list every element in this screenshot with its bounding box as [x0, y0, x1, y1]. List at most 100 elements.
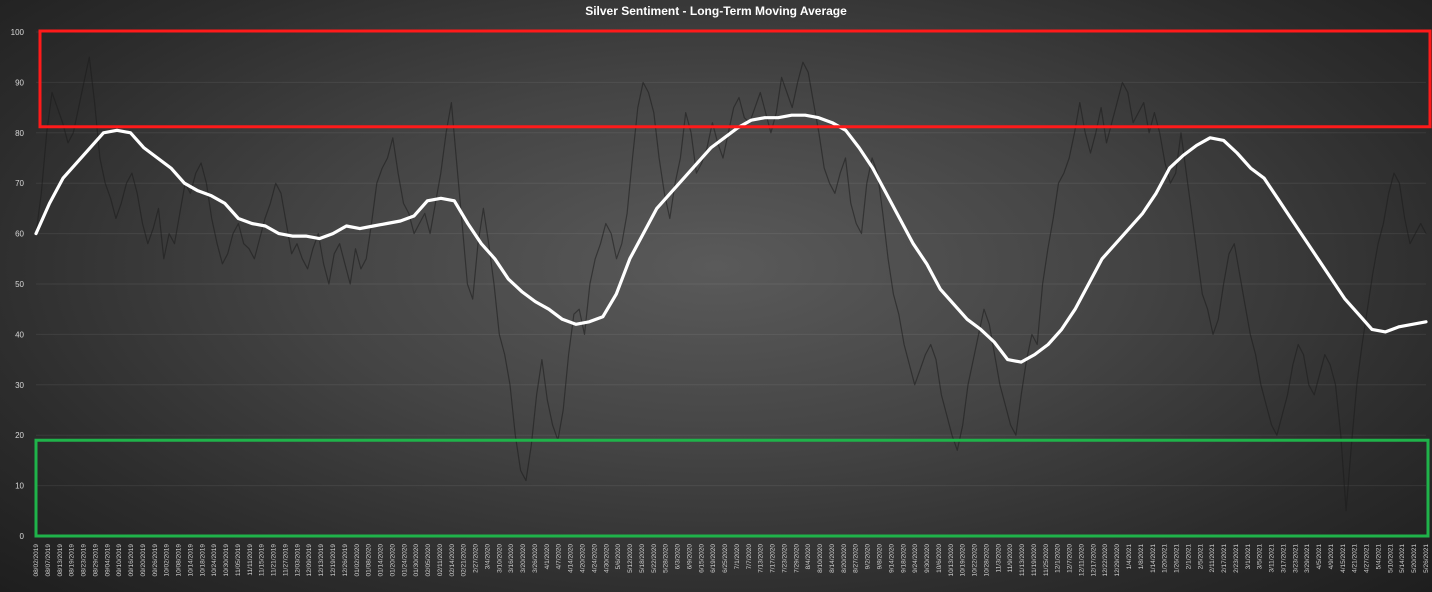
chart-title: Silver Sentiment - Long-Term Moving Aver…: [585, 4, 847, 18]
x-tick-label: 9/14/2020: [888, 544, 895, 573]
y-tick-label: 60: [15, 230, 24, 239]
x-tick-label: 5/18/2020: [639, 544, 646, 573]
x-tick-label: 12/22/2020: [1102, 544, 1109, 577]
x-tick-label: 3/11/2021: [1269, 544, 1276, 573]
x-tick-label: 1/20/2021: [1162, 544, 1169, 573]
x-tick-label: 6/15/2020: [698, 544, 705, 573]
x-tick-label: 7/7/2020: [746, 544, 753, 570]
x-tick-label: 10/18/2019: [199, 544, 206, 577]
x-tick-label: 11/25/2020: [1043, 544, 1050, 576]
x-tick-label: 01/24/2020: [401, 544, 408, 577]
x-tick-label: 09/16/2019: [128, 544, 135, 577]
x-tick-label: 08/23/2019: [81, 544, 88, 577]
x-tick-label: 4/14/2020: [568, 544, 575, 573]
x-tick-label: 6/9/2020: [686, 544, 693, 570]
x-tick-label: 10/13/2020: [948, 544, 955, 577]
x-tick-label: 10/6/2020: [936, 544, 943, 573]
x-tick-label: 8/10/2020: [817, 544, 824, 573]
x-tick-label: 2/17/2021: [1221, 544, 1228, 573]
x-tick-label: 3/23/2021: [1292, 544, 1299, 573]
x-tick-label: 01/02/2020: [354, 544, 361, 577]
x-tick-label: 2/27/2020: [473, 544, 480, 573]
x-tick-label: 7/13/2020: [758, 544, 765, 573]
x-tick-label: 8/14/2020: [829, 544, 836, 573]
x-tick-label: 5/20/2021: [1411, 544, 1418, 573]
x-tick-label: 01/14/2020: [378, 544, 385, 577]
x-tick-label: 1/14/2021: [1150, 544, 1157, 573]
x-tick-label: 08/02/2019: [33, 544, 40, 577]
x-tick-label: 8/4/2020: [805, 544, 812, 570]
x-tick-label: 09/26/2019: [152, 544, 159, 577]
x-tick-label: 4/15/2021: [1340, 544, 1347, 573]
x-tick-label: 1/8/2021: [1138, 544, 1145, 570]
x-tick-label: 10/28/2020: [983, 544, 990, 577]
x-tick-label: 5/12/2020: [627, 544, 634, 573]
x-tick-label: 3/20/2020: [520, 544, 527, 573]
x-tick-label: 10/19/2020: [960, 544, 967, 577]
y-tick-label: 0: [20, 532, 25, 541]
x-tick-label: 4/1/2020: [544, 544, 551, 570]
x-tick-label: 6/19/2020: [710, 544, 717, 573]
x-tick-label: 12/26/2019: [342, 544, 349, 577]
x-tick-label: 5/4/2021: [1375, 544, 1382, 570]
x-tick-label: 09/04/2019: [104, 544, 111, 577]
x-tick-label: 9/8/2020: [877, 544, 884, 570]
x-tick-label: 5/14/2021: [1399, 544, 1406, 573]
x-tick-label: 4/30/2020: [603, 544, 610, 573]
x-tick-label: 5/6/2020: [615, 544, 622, 570]
x-tick-label: 7/17/2020: [770, 544, 777, 573]
x-tick-label: 8/27/2020: [853, 544, 860, 573]
x-tick-label: 02/21/2020: [461, 544, 468, 577]
x-tick-label: 11/11/2019: [247, 544, 254, 576]
x-tick-label: 9/2/2020: [865, 544, 872, 570]
x-tick-label: 4/20/2020: [579, 544, 586, 573]
x-tick-label: 3/4/2020: [484, 544, 491, 570]
upper-extreme-zone: [38, 29, 1432, 129]
x-tick-label: 10/22/2020: [972, 544, 979, 577]
x-tick-label: 1/4/2021: [1126, 544, 1133, 570]
x-tick-label: 10/08/2019: [176, 544, 183, 577]
y-tick-label: 80: [15, 129, 24, 138]
x-tick-label: 8/20/2020: [841, 544, 848, 573]
x-tick-label: 5/22/2020: [651, 544, 658, 573]
x-tick-label: 01/30/2020: [413, 544, 420, 577]
y-tick-label: 90: [15, 78, 24, 87]
x-tick-label: 12/13/2019: [318, 544, 325, 577]
x-tick-label: 11/3/2020: [995, 544, 1002, 573]
x-tick-label: 3/17/2021: [1280, 544, 1287, 573]
x-tick-label: 2/1/2021: [1185, 544, 1192, 570]
x-tick-label: 08/13/2019: [57, 544, 64, 577]
x-tick-label: 3/5/2021: [1257, 544, 1264, 570]
x-tick-label: 4/24/2020: [591, 544, 598, 573]
x-tick-label: 12/11/2020: [1078, 544, 1085, 576]
x-tick-label: 02/14/2020: [449, 544, 456, 577]
x-tick-label: 11/27/2019: [282, 544, 289, 576]
lower-extreme-zone: [34, 438, 1430, 538]
x-tick-label: 08/19/2019: [69, 544, 76, 577]
x-tick-label: 2/11/2021: [1209, 544, 1216, 573]
y-tick-label: 30: [15, 381, 24, 390]
x-tick-label: 5/26/2021: [1423, 544, 1430, 573]
x-tick-label: 12/29/2020: [1114, 544, 1121, 577]
x-tick-label: 7/1/2020: [734, 544, 741, 570]
x-tick-label: 12/1/2020: [1055, 544, 1062, 573]
x-tick-label: 11/13/2020: [1019, 544, 1026, 576]
x-tick-label: 12/09/2019: [306, 544, 313, 577]
y-tick-label: 20: [15, 431, 24, 440]
x-tick-label: 08/07/2019: [45, 544, 52, 577]
x-tick-label: 11/19/2020: [1031, 544, 1038, 576]
x-tick-label: 6/3/2020: [675, 544, 682, 570]
x-tick-label: 2/5/2021: [1197, 544, 1204, 570]
x-tick-label: 4/9/2021: [1328, 544, 1335, 570]
x-tick-label: 3/29/2021: [1304, 544, 1311, 573]
x-tick-label: 9/24/2020: [912, 544, 919, 573]
x-tick-label: 3/26/2020: [532, 544, 539, 573]
x-tick-label: 10/30/2019: [223, 544, 230, 577]
y-tick-label: 100: [11, 28, 25, 37]
x-tick-label: 11/9/2020: [1007, 544, 1014, 573]
x-tick-label: 11/21/2019: [271, 544, 278, 576]
x-tick-label: 4/27/2021: [1364, 544, 1371, 573]
x-tick-label: 4/5/2021: [1316, 544, 1323, 570]
